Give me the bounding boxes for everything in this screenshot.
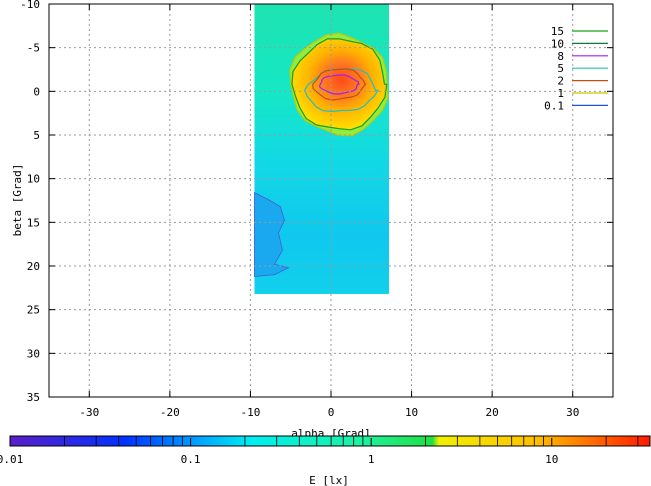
colorbar-tick-label: 1 xyxy=(368,453,375,466)
plot-frame xyxy=(48,3,614,398)
low-region xyxy=(254,191,290,277)
x-tick-label: 10 xyxy=(405,406,418,419)
y-tick-label: 5 xyxy=(33,129,40,142)
legend-entry-label: 2 xyxy=(557,75,564,88)
colorbar-gradient xyxy=(9,435,651,447)
legend-entry-label: 10 xyxy=(551,37,564,50)
colorbar-tick-label: 0.01 xyxy=(0,453,23,466)
colorbar: 0.01 0.1 1 10 xyxy=(0,435,651,466)
legend-entry-label: 15 xyxy=(551,25,564,38)
x-tick-label: 30 xyxy=(566,406,579,419)
y-tick-label: -10 xyxy=(20,0,40,11)
colorbar-tick-label: 10 xyxy=(545,453,558,466)
y-tick-label: 20 xyxy=(27,260,40,273)
y-axis-label: beta [Grad] xyxy=(11,164,24,237)
x-tick-label: 20 xyxy=(486,406,499,419)
legend-entry-label: 0.1 xyxy=(544,99,564,112)
y-tick-label: 25 xyxy=(27,304,40,317)
colorbar-label: E [lx] xyxy=(309,474,349,486)
x-tick-label: 0 xyxy=(328,406,335,419)
y-tick-label: 0 xyxy=(33,85,40,98)
x-tick-label: -30 xyxy=(79,406,99,419)
legend-entry-label: 5 xyxy=(557,62,564,75)
y-tick-label: 30 xyxy=(27,347,40,360)
colorbar-tick-label: 0.1 xyxy=(181,453,201,466)
x-tick-label: -10 xyxy=(240,406,260,419)
contour-5 xyxy=(304,68,380,113)
legend-entry-label: 8 xyxy=(557,50,564,63)
contour-2 xyxy=(312,68,367,101)
y-tick-label: 10 xyxy=(27,173,40,186)
y-tick-label: -5 xyxy=(27,42,40,55)
legend-entry-label: 1 xyxy=(557,87,564,100)
contour-8 xyxy=(318,74,360,95)
y-tick-label: 15 xyxy=(27,216,40,229)
y-tick-label: 35 xyxy=(27,391,40,404)
x-tick-label: -20 xyxy=(160,406,180,419)
